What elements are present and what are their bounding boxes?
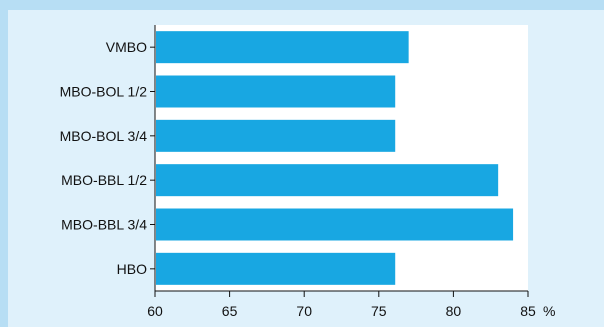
- y-tick-label: MBO-BBL 3/4: [61, 217, 147, 233]
- plot-area: [155, 25, 528, 291]
- y-tick-label: MBO-BOL 1/2: [60, 84, 148, 100]
- y-axis: VMBO MBO-BOL 1/2 MBO-BOL 3/4 MBO-BBL 1/2 MBO…: [60, 25, 156, 291]
- bars-group: [156, 31, 514, 285]
- y-tick-label: VMBO: [106, 39, 147, 55]
- x-tick-label: 80: [446, 303, 462, 319]
- bar: [156, 208, 514, 241]
- x-axis: 60 65 70 75 80 85: [147, 290, 536, 319]
- y-tick-label: HBO: [117, 261, 147, 277]
- x-unit-label: %: [543, 303, 555, 319]
- bar: [156, 75, 396, 108]
- y-tick-label: MBO-BBL 1/2: [61, 172, 147, 188]
- bar: [156, 119, 396, 152]
- x-tick-label: 65: [222, 303, 238, 319]
- bar: [156, 164, 499, 197]
- bar: [156, 31, 409, 64]
- x-tick-label: 75: [371, 303, 387, 319]
- bar: [156, 252, 396, 285]
- x-tick-label: 60: [147, 303, 163, 319]
- y-tick-label: MBO-BOL 3/4: [60, 128, 148, 144]
- x-tick-label: 70: [296, 303, 312, 319]
- x-tick-label: 85: [520, 303, 536, 319]
